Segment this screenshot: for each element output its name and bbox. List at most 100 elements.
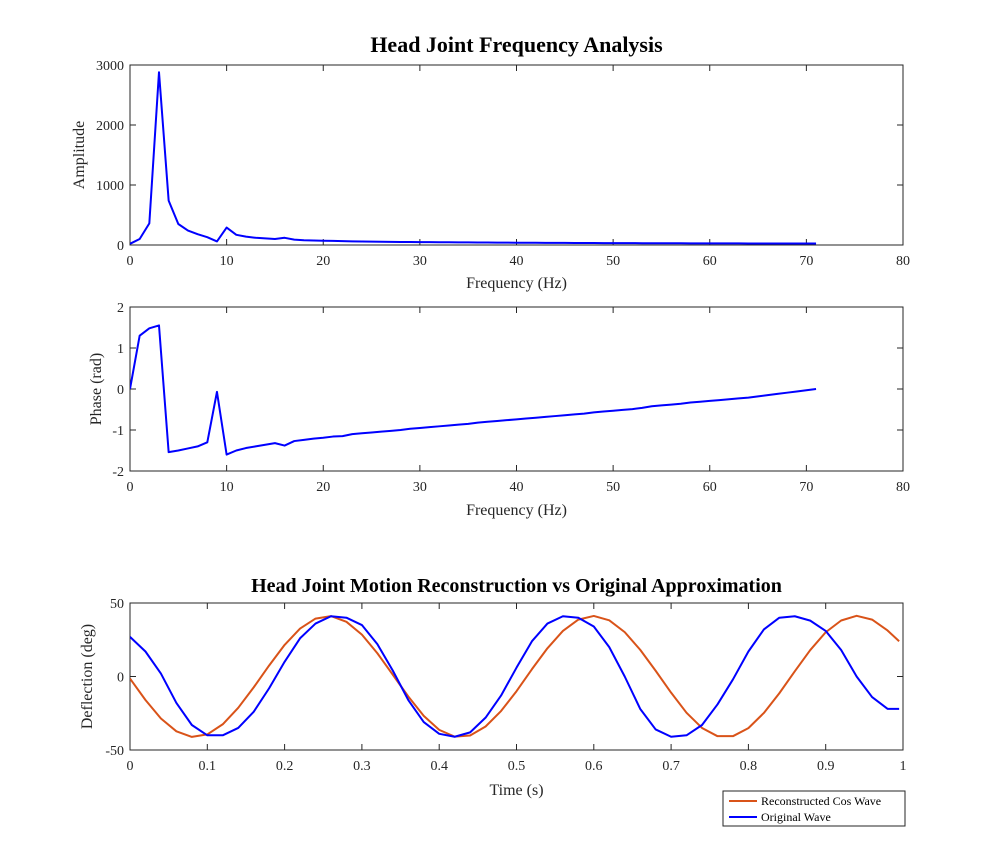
- data-point: [856, 676, 858, 678]
- data-point: [593, 411, 595, 413]
- data-point: [222, 723, 224, 725]
- data-point: [670, 242, 672, 244]
- data-point: [268, 687, 270, 689]
- data-point: [651, 405, 653, 407]
- data-point: [840, 649, 842, 651]
- data-point: [767, 243, 769, 245]
- data-point: [139, 238, 141, 240]
- data-point: [448, 241, 450, 243]
- data-point: [303, 439, 305, 441]
- data-point: [299, 637, 301, 639]
- data-point: [160, 673, 162, 675]
- data-point: [632, 408, 634, 410]
- data-point: [545, 416, 547, 418]
- data-point: [237, 727, 239, 729]
- data-point: [284, 237, 286, 239]
- data-point: [175, 702, 177, 704]
- data-point: [371, 432, 373, 434]
- data-point: [690, 242, 692, 244]
- series-line-1: [130, 324, 817, 456]
- data-point: [624, 676, 626, 678]
- data-point: [767, 394, 769, 396]
- data-point: [429, 426, 431, 428]
- data-point: [129, 388, 131, 390]
- x-tick-label: 0.4: [430, 759, 448, 774]
- data-point: [438, 729, 440, 731]
- chart-title: Head Joint Motion Reconstruction vs Orig…: [251, 575, 782, 597]
- data-point: [506, 242, 508, 244]
- data-point: [485, 717, 487, 719]
- data-point: [380, 241, 382, 243]
- data-point: [531, 668, 533, 670]
- x-tick-label: 80: [896, 480, 910, 495]
- data-point: [429, 241, 431, 243]
- data-point: [129, 678, 131, 680]
- data-point: [284, 661, 286, 663]
- data-point: [330, 615, 332, 617]
- y-tick-label: 1: [117, 342, 124, 357]
- data-point: [794, 670, 796, 672]
- data-point: [145, 651, 147, 653]
- data-point: [763, 712, 765, 714]
- x-tick-label: 0.5: [508, 759, 526, 774]
- data-point: [612, 242, 614, 244]
- data-point: [419, 427, 421, 429]
- data-point: [293, 239, 295, 241]
- data-point: [467, 242, 469, 244]
- x-tick-label: 10: [220, 254, 234, 269]
- data-point: [796, 391, 798, 393]
- data-point: [815, 243, 817, 245]
- data-point: [351, 433, 353, 435]
- data-point: [361, 241, 363, 243]
- y-tick-label: -1: [112, 424, 124, 439]
- chart-3: 0 0.1 0.2 0.3 0.4 0.5 0.6 0.7 0.8 0.9 1-50050Head …: [79, 575, 907, 827]
- x-tick-label: 0.9: [817, 759, 835, 774]
- x-axis-label: Frequency (Hz): [466, 502, 567, 519]
- data-point: [237, 707, 239, 709]
- data-point: [686, 734, 688, 736]
- data-point: [763, 629, 765, 631]
- data-point: [898, 708, 900, 710]
- data-point: [583, 242, 585, 244]
- legend: Reconstructed Cos Wave Original Wave: [722, 790, 906, 827]
- data-point: [160, 718, 162, 720]
- data-point: [284, 644, 286, 646]
- x-tick-label: 1: [900, 759, 907, 774]
- data-point: [757, 243, 759, 245]
- data-point: [778, 692, 780, 694]
- data-point: [506, 419, 508, 421]
- data-point: [500, 695, 502, 697]
- x-tick-label: 50: [606, 480, 620, 495]
- x-tick-label: 0.7: [662, 759, 680, 774]
- data-point: [661, 405, 663, 407]
- data-point: [168, 200, 170, 202]
- data-point: [612, 410, 614, 412]
- data-point: [699, 242, 701, 244]
- data-point: [639, 708, 641, 710]
- data-point: [342, 240, 344, 242]
- x-tick-label: 60: [703, 254, 717, 269]
- x-tick-label: 0.2: [276, 759, 294, 774]
- data-point: [361, 432, 363, 434]
- data-point: [805, 243, 807, 245]
- data-point: [525, 242, 527, 244]
- x-tick-label: 0.6: [585, 759, 603, 774]
- series-line-1: [130, 71, 817, 245]
- data-point: [516, 667, 518, 669]
- data-point: [732, 679, 734, 681]
- data-point: [284, 445, 286, 447]
- data-point: [728, 398, 730, 400]
- data-point: [197, 233, 199, 235]
- data-point: [206, 441, 208, 443]
- data-point: [392, 670, 394, 672]
- data-point: [574, 414, 576, 416]
- data-point: [603, 411, 605, 413]
- data-point: [786, 243, 788, 245]
- data-point: [554, 242, 556, 244]
- data-point: [887, 630, 889, 632]
- x-tick-label: 10: [220, 480, 234, 495]
- data-point: [454, 736, 456, 738]
- data-point: [299, 628, 301, 630]
- y-tick-label: 0: [117, 239, 124, 254]
- x-tick-label: 0.8: [740, 759, 758, 774]
